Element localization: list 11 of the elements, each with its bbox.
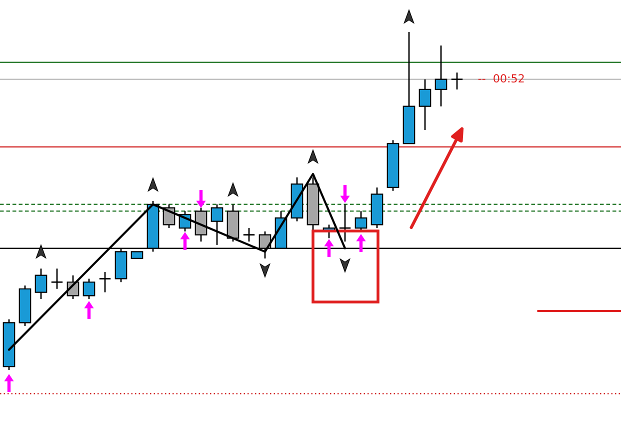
- candlestick: [98, 271, 112, 293]
- candlestick: [450, 72, 464, 90]
- text: -- 00:52: [478, 74, 524, 83]
- candlestick: [210, 204, 224, 246]
- candlestick: [50, 268, 64, 290]
- candlestick: [82, 278, 96, 300]
- candlestick: [434, 44, 448, 108]
- candlestick: [34, 268, 48, 300]
- candlestick: [242, 227, 256, 242]
- candlestick: [418, 78, 432, 131]
- candlestick: [354, 210, 368, 232]
